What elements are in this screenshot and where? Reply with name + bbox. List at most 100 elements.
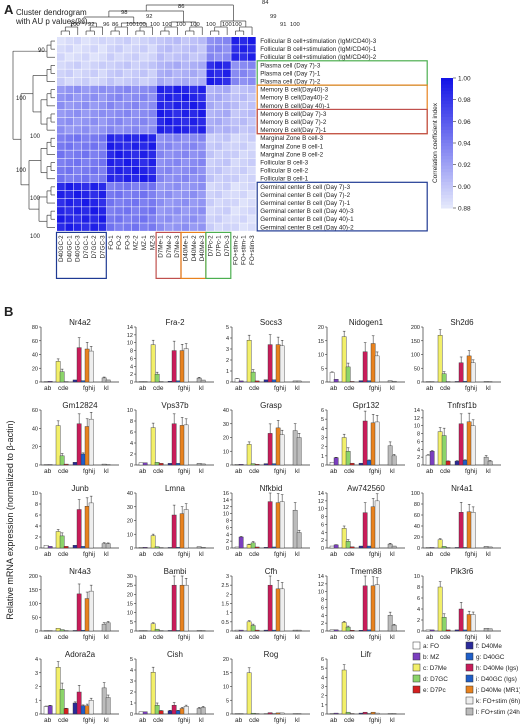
bar	[63, 708, 69, 715]
group-letter: cde	[344, 634, 355, 641]
heatmap-cell	[81, 69, 90, 77]
heatmap-cell	[115, 93, 123, 102]
group-letter: kl	[295, 551, 300, 558]
heatmap-cell	[247, 142, 256, 150]
bar	[391, 545, 397, 549]
y-tick-label: 0	[130, 380, 133, 386]
heatmap-cell	[223, 77, 231, 86]
y-tick-label: 3	[226, 574, 229, 580]
heatmap-cell	[148, 37, 157, 45]
heatmap-cell	[65, 53, 74, 61]
heatmap-cell	[164, 69, 173, 77]
y-tick-label: 6	[130, 356, 133, 362]
bar-chart-vps37b: Vps37b 0 2 4 6 8 10 ab cde fghij kl	[127, 401, 214, 475]
heatmap-cell	[164, 61, 173, 69]
heatmap-cell	[106, 215, 115, 223]
bar	[292, 380, 298, 383]
y-tick-label: 2	[417, 618, 420, 624]
colorbar-segment	[441, 91, 453, 95]
bar	[366, 545, 372, 549]
bar	[275, 427, 281, 466]
column-label: D40GC-1	[66, 235, 73, 262]
heatmap-cell	[198, 37, 206, 45]
legend-label: k: FO+stim (6h)	[476, 698, 520, 705]
bar	[470, 425, 476, 466]
heatmap-cell	[181, 142, 190, 150]
colorbar-segment	[441, 100, 453, 105]
heatmap-cell	[57, 166, 65, 175]
heatmap-cell	[73, 109, 82, 118]
group-letter: ab	[139, 468, 147, 475]
heatmap-cell	[57, 109, 65, 118]
group-letter: ab	[330, 634, 338, 641]
bar	[76, 423, 82, 466]
heatmap-cell	[131, 199, 140, 207]
bar	[171, 423, 177, 466]
heatmap-cell	[164, 190, 173, 199]
heatmap-cell	[173, 101, 181, 110]
bar	[267, 501, 273, 549]
heatmap-cell	[239, 69, 248, 77]
heatmap-cell	[206, 190, 215, 199]
y-tick-label: 4	[35, 657, 38, 663]
y-tick-label: 4	[130, 364, 133, 370]
column-label: D40GC-3	[75, 235, 82, 262]
heatmap-cell	[231, 199, 240, 207]
group-letter: fghij	[369, 634, 381, 641]
bar	[167, 547, 173, 549]
heatmap-cell	[81, 190, 90, 199]
heatmap-cell	[239, 109, 248, 118]
heatmap-cell	[148, 85, 157, 94]
group-letter: ab	[139, 385, 147, 392]
heatmap-cell	[148, 199, 157, 207]
group-letter: kl	[104, 551, 109, 558]
colorbar-segment	[441, 81, 453, 85]
row-label: Follicular B cell-1	[260, 176, 308, 183]
au-p-value: 86	[178, 4, 184, 10]
group-letter: kl	[104, 468, 109, 475]
bar	[466, 614, 472, 632]
heatmap-cell	[231, 53, 240, 61]
au-p-value: 100	[16, 96, 27, 102]
bar	[154, 462, 160, 466]
heatmap-cell	[73, 37, 82, 45]
heatmap-cell	[140, 215, 148, 223]
bar	[483, 456, 489, 466]
y-tick-label: 3	[130, 679, 133, 685]
heatmap-cell	[214, 207, 223, 215]
heatmap-cell	[115, 158, 123, 167]
bar	[63, 463, 69, 466]
group-letter: kl	[390, 717, 395, 724]
y-axis-label: Relative mRNA expression (normalized to …	[5, 420, 15, 619]
group-letter: kl	[199, 385, 204, 392]
heatmap-cell	[57, 61, 65, 69]
bar	[487, 628, 493, 632]
heatmap-cell	[156, 85, 165, 94]
legend-label: c: D7Me	[423, 665, 447, 672]
bar	[250, 542, 256, 549]
heatmap-cell	[181, 190, 190, 199]
heatmap-cell	[223, 142, 231, 150]
chart-title: Nidogen1	[349, 318, 384, 327]
bar	[454, 460, 460, 466]
heatmap-cell	[156, 166, 165, 175]
heatmap-cell	[140, 199, 148, 207]
legend-swatch	[465, 707, 474, 716]
legend-swatch	[412, 674, 421, 683]
bar	[154, 705, 160, 715]
bar	[238, 536, 244, 549]
y-tick-label: 1	[321, 703, 324, 709]
group-letter: fghij	[274, 634, 286, 641]
row-label: Memory B cell(Day40)-2	[260, 95, 328, 102]
group-letter: fghij	[178, 717, 190, 724]
bar	[329, 629, 335, 632]
bar	[138, 547, 144, 549]
bar	[234, 629, 240, 632]
heatmap-cell	[131, 142, 140, 150]
group-letter: kl	[390, 468, 395, 475]
colorbar-segment	[441, 97, 453, 102]
bar	[275, 588, 281, 632]
heatmap-cell	[239, 142, 248, 150]
heatmap-cell	[106, 101, 115, 110]
bar	[292, 430, 298, 466]
